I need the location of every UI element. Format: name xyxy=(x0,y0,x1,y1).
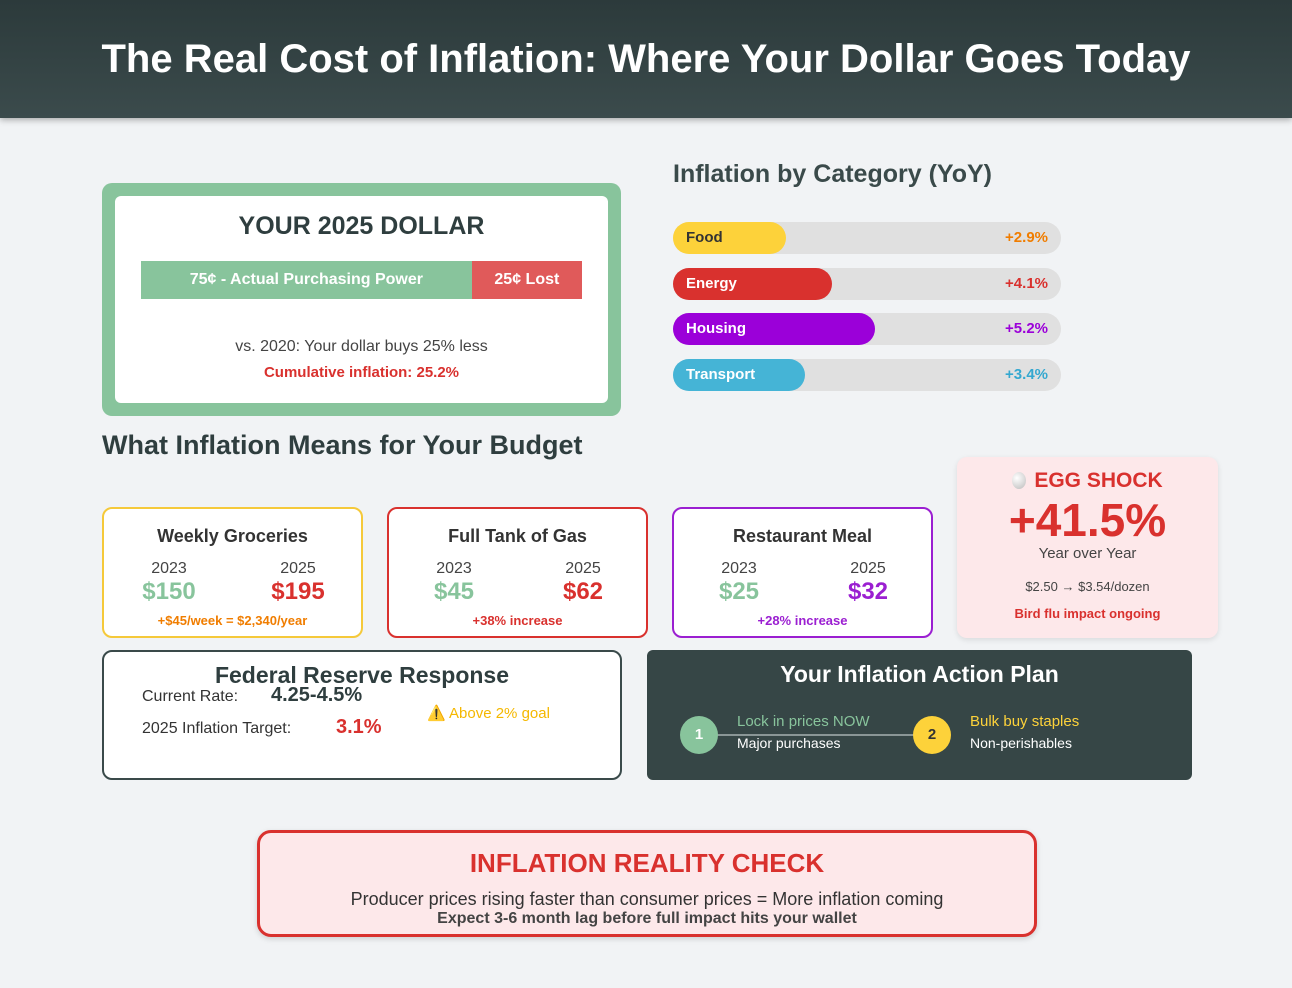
price: $32 xyxy=(847,578,889,605)
bar-label: Energy xyxy=(686,274,737,292)
card-title: YOUR 2025 DOLLAR xyxy=(238,212,485,240)
connector xyxy=(717,734,917,736)
warning: ⚠️ Above 2% goal xyxy=(427,705,550,722)
egg-prices: $2.50 → $3.54/dozen xyxy=(1025,579,1150,594)
rate-label: Current Rate: xyxy=(142,688,239,705)
step-title: Lock in prices NOW xyxy=(737,713,870,730)
value-label: +5.2% xyxy=(1005,320,1048,337)
card-note: +38% increase xyxy=(472,613,563,628)
bar xyxy=(673,358,805,391)
price: $195 xyxy=(271,578,325,605)
card-note: +28% increase xyxy=(757,613,848,628)
egg-value: +41.5% xyxy=(1008,494,1167,546)
note: vs. 2020: Your dollar buys 25% less xyxy=(235,338,488,355)
action-plan: Your Inflation Action Plan 1 Lock in pri… xyxy=(647,650,1192,780)
price: $150 xyxy=(142,578,196,605)
step-detail: Non-perishables xyxy=(970,735,1072,751)
card-note: +$45/week = $2,340/year xyxy=(157,613,308,628)
bar-track: Energy +4.1% xyxy=(673,267,1061,300)
fed-card: Federal Reserve Response Current Rate: 4… xyxy=(102,650,622,780)
egg-title: EGG SHOCK xyxy=(1034,469,1163,492)
step-detail: Major purchases xyxy=(737,735,841,751)
fed-title: Federal Reserve Response xyxy=(214,662,510,688)
bar-track: Transport +3.4% xyxy=(673,358,1061,391)
year: 2023 xyxy=(721,560,757,577)
dollar-bar: 75¢ - Actual Purchasing Power 25¢ Lost xyxy=(141,261,582,299)
step-number: 1 xyxy=(680,716,718,754)
year: 2025 xyxy=(565,560,601,577)
egg-icon xyxy=(1012,472,1027,489)
budget-card: Weekly Groceries 2023 2025 $150 $195 +$45/wee… xyxy=(102,507,363,638)
year: 2023 xyxy=(151,560,187,577)
cumulative: Cumulative inflation: 25.2% xyxy=(263,364,460,381)
egg-card: EGG SHOCK +41.5% Year over Year $2.50 → … xyxy=(957,457,1218,638)
rc-line: Producer prices rising faster than consu… xyxy=(350,889,944,909)
section-title: What Inflation Means for Your Budget xyxy=(102,430,583,460)
bar xyxy=(673,222,786,254)
bar-segment: 25¢ Lost xyxy=(471,261,582,299)
card-title: Full Tank of Gas xyxy=(448,526,587,546)
year: 2023 xyxy=(436,560,472,577)
price: $45 xyxy=(433,578,475,605)
budget-card: Full Tank of Gas 2023 2025 $45 $62 +38% incre… xyxy=(387,507,648,638)
header-title: The Real Cost of Inflation: Where Your D… xyxy=(0,0,1292,118)
egg-subtitle: Year over Year xyxy=(1038,545,1137,562)
bar xyxy=(673,313,875,345)
bar-label: Housing xyxy=(686,320,746,337)
price: $25 xyxy=(718,578,760,605)
rc-title: INFLATION REALITY CHECK xyxy=(469,848,825,878)
rate-value: 4.25-4.5% xyxy=(271,684,363,706)
bar-label: Food xyxy=(686,229,723,246)
year: 2025 xyxy=(850,560,886,577)
target-value: 3.1% xyxy=(336,716,382,738)
value-label: +3.4% xyxy=(1005,365,1048,383)
bar-segment: 75¢ - Actual Purchasing Power xyxy=(141,261,472,299)
value-label: +2.9% xyxy=(1005,229,1048,246)
card-title: Weekly Groceries xyxy=(157,526,308,546)
reality-check: INFLATION REALITY CHECK Producer prices … xyxy=(257,830,1037,937)
bar-label: Transport xyxy=(686,365,756,383)
step-number: 2 xyxy=(913,716,951,754)
target-label: 2025 Inflation Target: xyxy=(142,720,292,737)
budget-card: Restaurant Meal 2023 2025 $25 $32 +28% increa… xyxy=(672,507,933,638)
plan-title: Your Inflation Action Plan xyxy=(780,661,1059,687)
egg-note: Bird flu impact ongoing xyxy=(1014,606,1161,621)
rc-line: Expect 3-6 month lag before full impact … xyxy=(437,910,857,927)
bar-track: Housing +5.2% xyxy=(673,313,1061,345)
section-title: Inflation by Category (YoY) xyxy=(673,160,992,188)
bar xyxy=(673,267,833,300)
bar-track: Food +2.9% xyxy=(673,222,1061,254)
year: 2025 xyxy=(280,560,316,577)
card-title: Restaurant Meal xyxy=(732,526,873,546)
step-title: Bulk buy staples xyxy=(970,713,1080,730)
price: $62 xyxy=(562,578,604,605)
value-label: +4.1% xyxy=(1005,274,1048,292)
dollar-card: YOUR 2025 DOLLAR 75¢ - Actual Purchasing… xyxy=(102,183,621,416)
